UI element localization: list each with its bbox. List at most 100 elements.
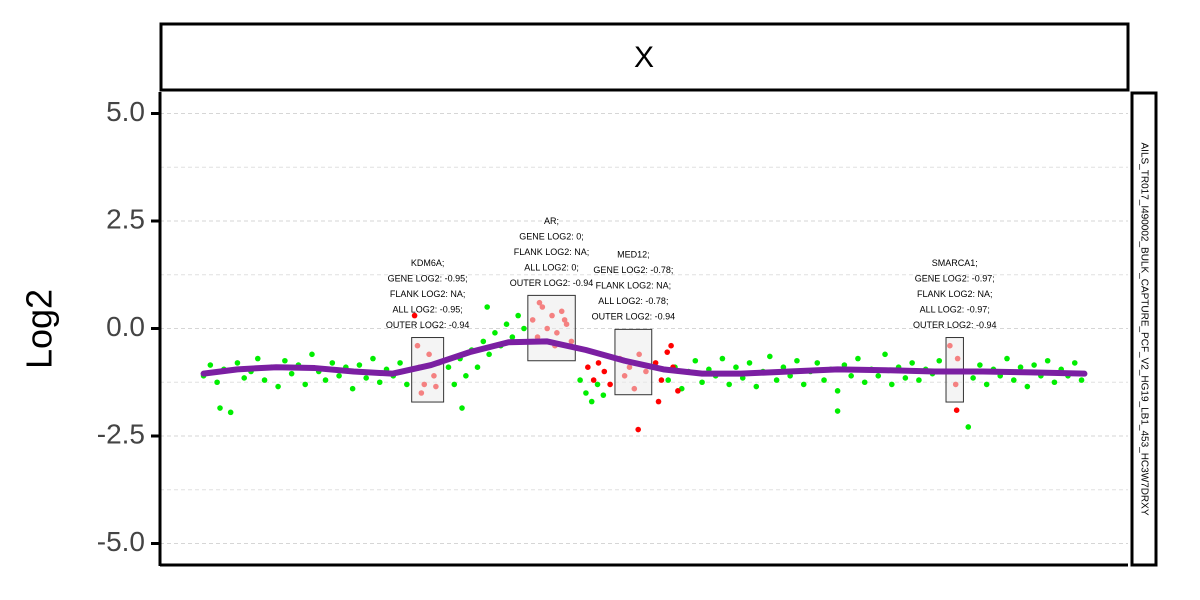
point bbox=[484, 304, 490, 310]
point bbox=[607, 381, 613, 388]
point bbox=[655, 398, 662, 405]
point bbox=[746, 360, 753, 366]
point bbox=[590, 377, 597, 383]
point bbox=[459, 405, 465, 411]
point bbox=[719, 355, 726, 362]
point bbox=[302, 381, 309, 388]
point bbox=[1010, 377, 1017, 383]
point bbox=[486, 351, 492, 358]
point bbox=[480, 338, 487, 345]
point bbox=[254, 355, 261, 362]
facet-strip bbox=[159, 22, 1130, 92]
side-strip bbox=[1130, 91, 1158, 567]
point bbox=[773, 377, 780, 383]
gene-label: ALL LOG2: -0.97; bbox=[920, 304, 990, 314]
point bbox=[665, 377, 671, 383]
point bbox=[492, 330, 498, 336]
side-strip-label: AILS_TR017_I490002_BULK_CAPTURE_PCF_V2_H… bbox=[1138, 143, 1149, 516]
point bbox=[241, 375, 248, 381]
point bbox=[902, 375, 909, 381]
point bbox=[965, 424, 972, 430]
point bbox=[848, 373, 854, 379]
point bbox=[1044, 357, 1051, 364]
y-tick-label: 0.0 bbox=[106, 311, 145, 342]
point bbox=[1031, 362, 1037, 368]
point bbox=[1024, 383, 1031, 390]
point bbox=[309, 351, 315, 358]
point bbox=[875, 373, 882, 379]
point bbox=[780, 364, 787, 371]
gene-label: GENE LOG2: -0.78; bbox=[593, 265, 673, 275]
point bbox=[370, 355, 376, 362]
point bbox=[336, 373, 342, 379]
point bbox=[594, 381, 601, 388]
point bbox=[834, 408, 841, 414]
point bbox=[936, 357, 943, 364]
point bbox=[1078, 377, 1085, 383]
point bbox=[349, 385, 356, 392]
gene-label: SMARCA1; bbox=[932, 258, 978, 268]
gene-box bbox=[527, 294, 576, 362]
point bbox=[463, 373, 469, 379]
point bbox=[1071, 360, 1078, 366]
point bbox=[882, 351, 888, 358]
point bbox=[953, 407, 960, 414]
gene-label: AR; bbox=[544, 216, 559, 226]
point bbox=[275, 383, 281, 390]
point bbox=[861, 379, 868, 386]
point bbox=[207, 362, 214, 368]
point bbox=[445, 364, 452, 371]
chart-title: X bbox=[634, 41, 654, 74]
point bbox=[329, 360, 336, 366]
point bbox=[509, 334, 516, 340]
point bbox=[515, 312, 521, 319]
point bbox=[834, 388, 841, 394]
point bbox=[800, 381, 807, 388]
gene-label: MED12; bbox=[617, 250, 650, 260]
gene-label: FLANK LOG2: NA; bbox=[390, 289, 466, 299]
point bbox=[261, 377, 268, 383]
point bbox=[855, 355, 861, 362]
gene-label: OUTER LOG2: -0.94 bbox=[510, 278, 594, 288]
gene-label: FLANK LOG2: NA; bbox=[917, 289, 993, 299]
point bbox=[821, 377, 827, 383]
y-tick-label: -5.0 bbox=[97, 526, 145, 557]
point bbox=[404, 381, 410, 388]
point bbox=[227, 409, 234, 416]
gene-label: FLANK LOG2: NA; bbox=[596, 281, 672, 291]
point bbox=[397, 360, 403, 366]
gene-label: ALL LOG2: -0.78; bbox=[598, 296, 668, 306]
point bbox=[376, 379, 383, 386]
point bbox=[521, 325, 527, 332]
gene-label: ALL LOG2: 0; bbox=[524, 262, 579, 272]
point bbox=[675, 388, 681, 394]
point bbox=[356, 362, 363, 368]
point bbox=[753, 383, 760, 390]
point bbox=[600, 392, 607, 398]
gene-label: OUTER LOG2: -0.94 bbox=[592, 312, 676, 322]
point bbox=[503, 321, 510, 328]
point bbox=[1004, 355, 1010, 362]
point bbox=[474, 364, 481, 371]
point bbox=[726, 381, 732, 388]
point bbox=[585, 364, 591, 371]
point bbox=[970, 375, 976, 381]
point bbox=[234, 360, 241, 366]
point bbox=[699, 379, 705, 386]
point bbox=[658, 377, 665, 383]
point bbox=[668, 342, 674, 349]
point bbox=[601, 368, 608, 375]
gene-label: GENE LOG2: 0; bbox=[519, 231, 584, 241]
point bbox=[733, 364, 739, 371]
point bbox=[451, 381, 458, 388]
point bbox=[1017, 364, 1024, 371]
point bbox=[214, 379, 220, 386]
point bbox=[1051, 379, 1058, 386]
point bbox=[909, 360, 915, 366]
y-tick-label: 5.0 bbox=[106, 96, 145, 127]
point bbox=[977, 362, 983, 368]
point bbox=[282, 357, 288, 364]
point bbox=[635, 426, 641, 433]
